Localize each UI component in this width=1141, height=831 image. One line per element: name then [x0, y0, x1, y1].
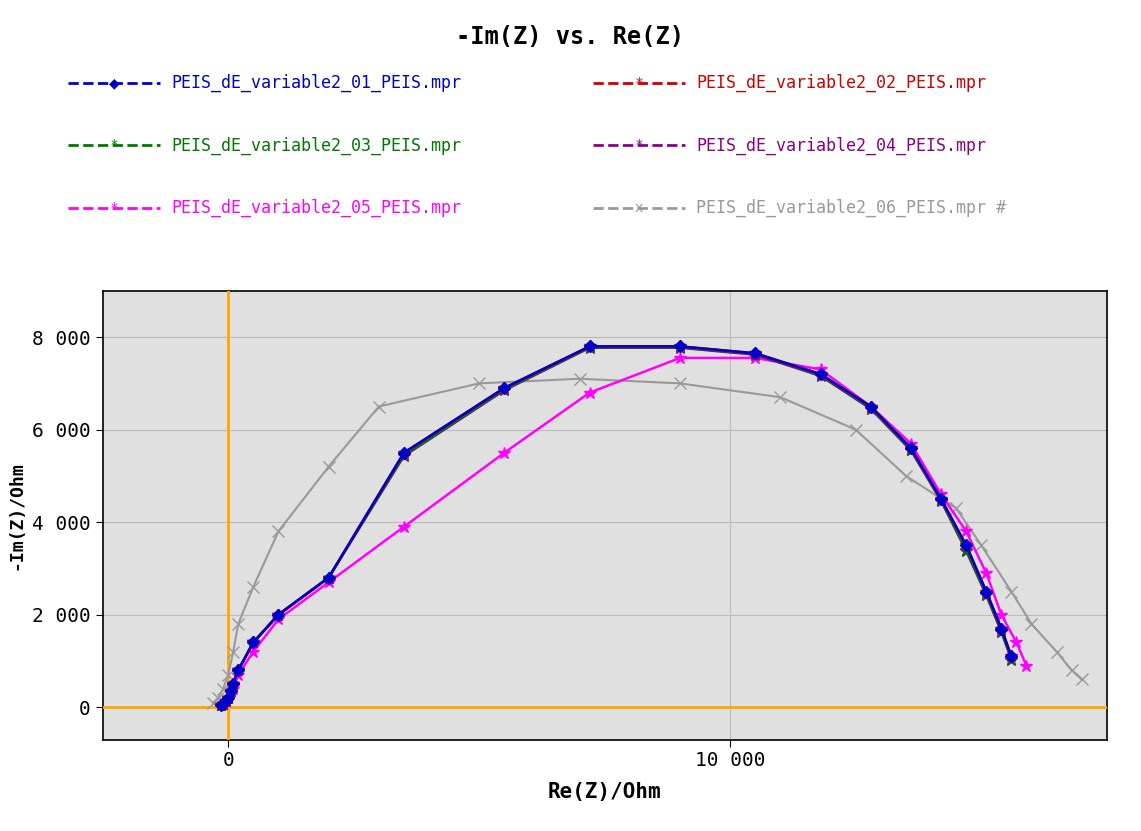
Text: PEIS_dE_variable2_04_PEIS.mpr: PEIS_dE_variable2_04_PEIS.mpr: [696, 136, 986, 155]
X-axis label: Re(Z)/Ohm: Re(Z)/Ohm: [548, 781, 662, 802]
Text: PEIS_dE_variable2_02_PEIS.mpr: PEIS_dE_variable2_02_PEIS.mpr: [696, 74, 986, 92]
Text: *: *: [636, 76, 642, 90]
Text: *: *: [636, 139, 642, 152]
Text: *: *: [111, 139, 118, 152]
Text: *: *: [111, 201, 118, 214]
Text: ◆: ◆: [108, 76, 120, 90]
Text: PEIS_dE_variable2_01_PEIS.mpr: PEIS_dE_variable2_01_PEIS.mpr: [171, 74, 461, 92]
Text: PEIS_dE_variable2_05_PEIS.mpr: PEIS_dE_variable2_05_PEIS.mpr: [171, 199, 461, 217]
Text: -Im(Z) vs. Re(Z): -Im(Z) vs. Re(Z): [456, 25, 685, 49]
Text: PEIS_dE_variable2_06_PEIS.mpr #: PEIS_dE_variable2_06_PEIS.mpr #: [696, 199, 1006, 217]
Text: PEIS_dE_variable2_03_PEIS.mpr: PEIS_dE_variable2_03_PEIS.mpr: [171, 136, 461, 155]
Y-axis label: -Im(Z)/Ohm: -Im(Z)/Ohm: [7, 461, 25, 569]
Text: x: x: [634, 201, 644, 214]
